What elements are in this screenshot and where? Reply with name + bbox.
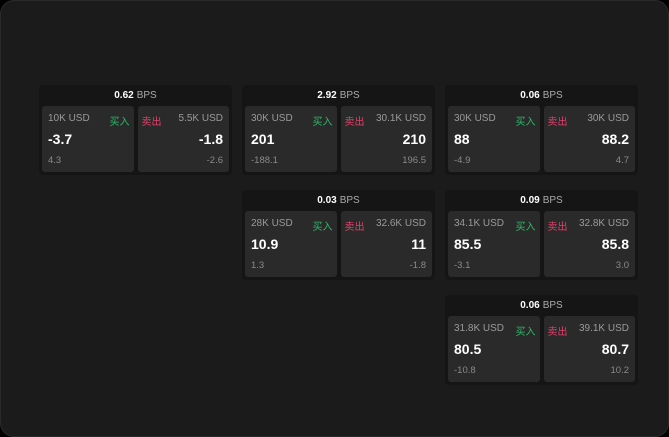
sell-label: 卖出 (141, 117, 162, 128)
sell-button[interactable]: 卖出 32.6K USD 11 -1.8 (340, 211, 432, 277)
spread-value: 0.03 (317, 195, 337, 206)
spread-unit: BPS (542, 195, 563, 206)
sell-label: 卖出 (344, 117, 365, 128)
spread-unit: BPS (136, 90, 157, 101)
buy-button[interactable]: 30K USD 买入 201 -188.1 (245, 106, 337, 172)
spread-header: 0.06 BPS (445, 85, 638, 106)
ask-change: -1.8 (409, 260, 426, 271)
sell-button[interactable]: 卖出 39.1K USD 80.7 10.2 (543, 316, 635, 382)
bid-price: 201 (251, 131, 275, 147)
bid-quantity: 34.1K USD (454, 218, 505, 229)
buy-button[interactable]: 28K USD 买入 10.9 1.3 (245, 211, 337, 277)
quote-card: 0.06 BPS 31.8K USD 买入 80.5 -10.8 卖出 39.1K… (445, 295, 638, 385)
bid-quantity: 30K USD (251, 113, 293, 124)
ask-price: -1.8 (198, 131, 223, 147)
ask-quantity: 32.8K USD (578, 218, 629, 229)
bid-quantity: 28K USD (251, 218, 293, 229)
quote-card: 0.62 BPS 10K USD 买入 -3.7 4.3 卖出 5.5K USD … (39, 85, 232, 175)
ask-quantity: 30.1K USD (375, 113, 426, 124)
ask-price: 80.7 (601, 341, 629, 357)
bid-quantity: 10K USD (48, 113, 90, 124)
ask-change: 10.2 (610, 365, 630, 376)
sell-label: 卖出 (547, 117, 568, 128)
ask-change: -2.6 (206, 155, 223, 166)
ask-price: 85.8 (601, 236, 629, 252)
bid-price: -3.7 (48, 131, 73, 147)
buy-button[interactable]: 10K USD 买入 -3.7 4.3 (42, 106, 134, 172)
ask-quantity: 30K USD (587, 113, 629, 124)
quote-card: 0.03 BPS 28K USD 买入 10.9 1.3 卖出 32.6K USD… (242, 190, 435, 280)
buy-label: 买入 (312, 222, 333, 233)
spread-value: 0.06 (520, 300, 540, 311)
sell-button[interactable]: 卖出 32.8K USD 85.8 3.0 (543, 211, 635, 277)
ask-change: 3.0 (615, 260, 629, 271)
buy-button[interactable]: 30K USD 买入 88 -4.9 (448, 106, 540, 172)
ask-quantity: 5.5K USD (178, 113, 223, 124)
buy-label: 买入 (312, 117, 333, 128)
bid-quantity: 31.8K USD (454, 323, 505, 334)
spread-header: 2.92 BPS (242, 85, 435, 106)
buy-button[interactable]: 34.1K USD 买入 85.5 -3.1 (448, 211, 540, 277)
spread-value: 0.62 (114, 90, 134, 101)
bid-price: 88 (454, 131, 470, 147)
spread-unit: BPS (339, 195, 360, 206)
sell-button[interactable]: 卖出 5.5K USD -1.8 -2.6 (137, 106, 229, 172)
sell-label: 卖出 (344, 222, 365, 233)
bid-price: 85.5 (454, 236, 482, 252)
sell-button[interactable]: 卖出 30.1K USD 210 196.5 (340, 106, 432, 172)
ask-quantity: 32.6K USD (375, 218, 426, 229)
spread-header: 0.62 BPS (39, 85, 232, 106)
ask-price: 210 (402, 131, 426, 147)
spread-header: 0.09 BPS (445, 190, 638, 211)
spread-header: 0.06 BPS (445, 295, 638, 316)
buy-label: 买入 (515, 222, 536, 233)
spread-unit: BPS (542, 90, 563, 101)
sell-label: 卖出 (547, 222, 568, 233)
buy-label: 买入 (109, 117, 130, 128)
ask-quantity: 39.1K USD (578, 323, 629, 334)
quote-card: 0.09 BPS 34.1K USD 买入 85.5 -3.1 卖出 32.8K … (445, 190, 638, 280)
quote-card: 0.06 BPS 30K USD 买入 88 -4.9 卖出 30K USD 88… (445, 85, 638, 175)
spread-value: 0.06 (520, 90, 540, 101)
ask-change: 196.5 (402, 155, 426, 166)
bid-quantity: 30K USD (454, 113, 496, 124)
spread-unit: BPS (542, 300, 563, 311)
ask-price: 11 (411, 236, 426, 252)
bid-change: -3.1 (454, 260, 471, 271)
bid-price: 10.9 (251, 236, 279, 252)
buy-label: 买入 (515, 117, 536, 128)
spread-header: 0.03 BPS (242, 190, 435, 211)
quote-card: 2.92 BPS 30K USD 买入 201 -188.1 卖出 30.1K U… (242, 85, 435, 175)
spread-unit: BPS (339, 90, 360, 101)
ask-price: 88.2 (601, 131, 629, 147)
ask-change: 4.7 (615, 155, 629, 166)
bid-change: -4.9 (454, 155, 471, 166)
bid-change: 4.3 (48, 155, 62, 166)
bid-change: -188.1 (251, 155, 278, 166)
buy-label: 买入 (515, 327, 536, 338)
buy-button[interactable]: 31.8K USD 买入 80.5 -10.8 (448, 316, 540, 382)
bid-price: 80.5 (454, 341, 482, 357)
sell-button[interactable]: 卖出 30K USD 88.2 4.7 (543, 106, 635, 172)
bid-change: 1.3 (251, 260, 265, 271)
spread-value: 0.09 (520, 195, 540, 206)
spread-value: 2.92 (317, 90, 337, 101)
bid-change: -10.8 (454, 365, 476, 376)
sell-label: 卖出 (547, 327, 568, 338)
